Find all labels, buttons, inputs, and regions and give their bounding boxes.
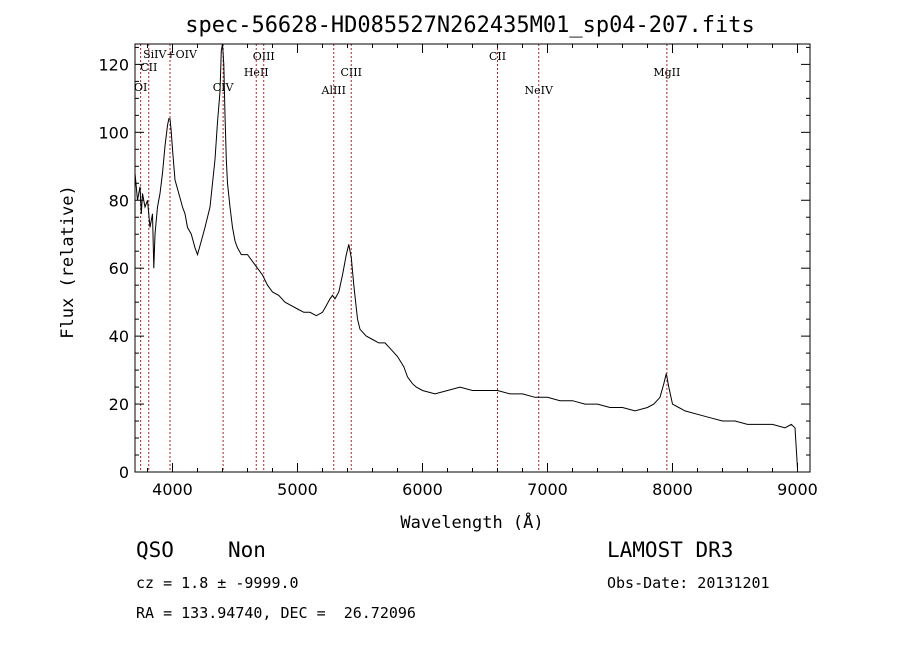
y-tick-label: 60 <box>109 259 129 278</box>
spectrum-line <box>134 43 798 469</box>
y-tick-label: 80 <box>109 191 129 210</box>
marker-label-CIV: CIV <box>213 81 235 94</box>
y-tick-label: 100 <box>98 123 129 142</box>
x-tick-label: 8000 <box>652 480 693 499</box>
survey-name: LAMOST DR3 <box>607 538 734 562</box>
marker-label-CII: CII <box>140 61 157 74</box>
object-class: QSO <box>136 538 174 562</box>
x-tick-label: 9000 <box>777 480 818 499</box>
marker-label-OIII: OIII <box>253 50 275 63</box>
coordinates: RA = 133.94740, DEC = 26.72096 <box>136 604 416 622</box>
marker-label-OI: OI <box>134 81 147 94</box>
y-tick-label: 20 <box>109 395 129 414</box>
y-tick-label: 0 <box>119 463 129 482</box>
y-axis-label: Flux (relative) <box>58 185 78 339</box>
y-tick-label: 120 <box>98 55 129 74</box>
marker-label-CIII: CIII <box>341 66 362 79</box>
x-tick-label: 4000 <box>152 480 193 499</box>
plot-frame <box>134 43 811 473</box>
marker-label-SiIV+OIV: SiIV+OIV <box>143 48 198 61</box>
y-tick-label: 40 <box>109 327 129 346</box>
marker-label-MgII: MgII <box>653 66 680 79</box>
marker-label-AlIII: AlIII <box>321 84 347 97</box>
chart-title: spec-56628-HD085527N262435M01_sp04-207.f… <box>185 13 755 38</box>
redshift-readout: cz = 1.8 ± -9999.0 <box>136 574 299 592</box>
x-tick-label: 5000 <box>277 480 318 499</box>
marker-label-NeIV: NeIV <box>525 84 554 97</box>
marker-label-CII: CII <box>489 50 506 63</box>
marker-label-HeII: HeII <box>244 66 269 79</box>
object-subclass: Non <box>228 538 266 562</box>
x-axis-label: Wavelength (Å) <box>400 511 543 533</box>
x-tick-label: 6000 <box>402 480 443 499</box>
x-tick-label: 7000 <box>527 480 568 499</box>
obs-date: Obs-Date: 20131201 <box>607 574 770 592</box>
